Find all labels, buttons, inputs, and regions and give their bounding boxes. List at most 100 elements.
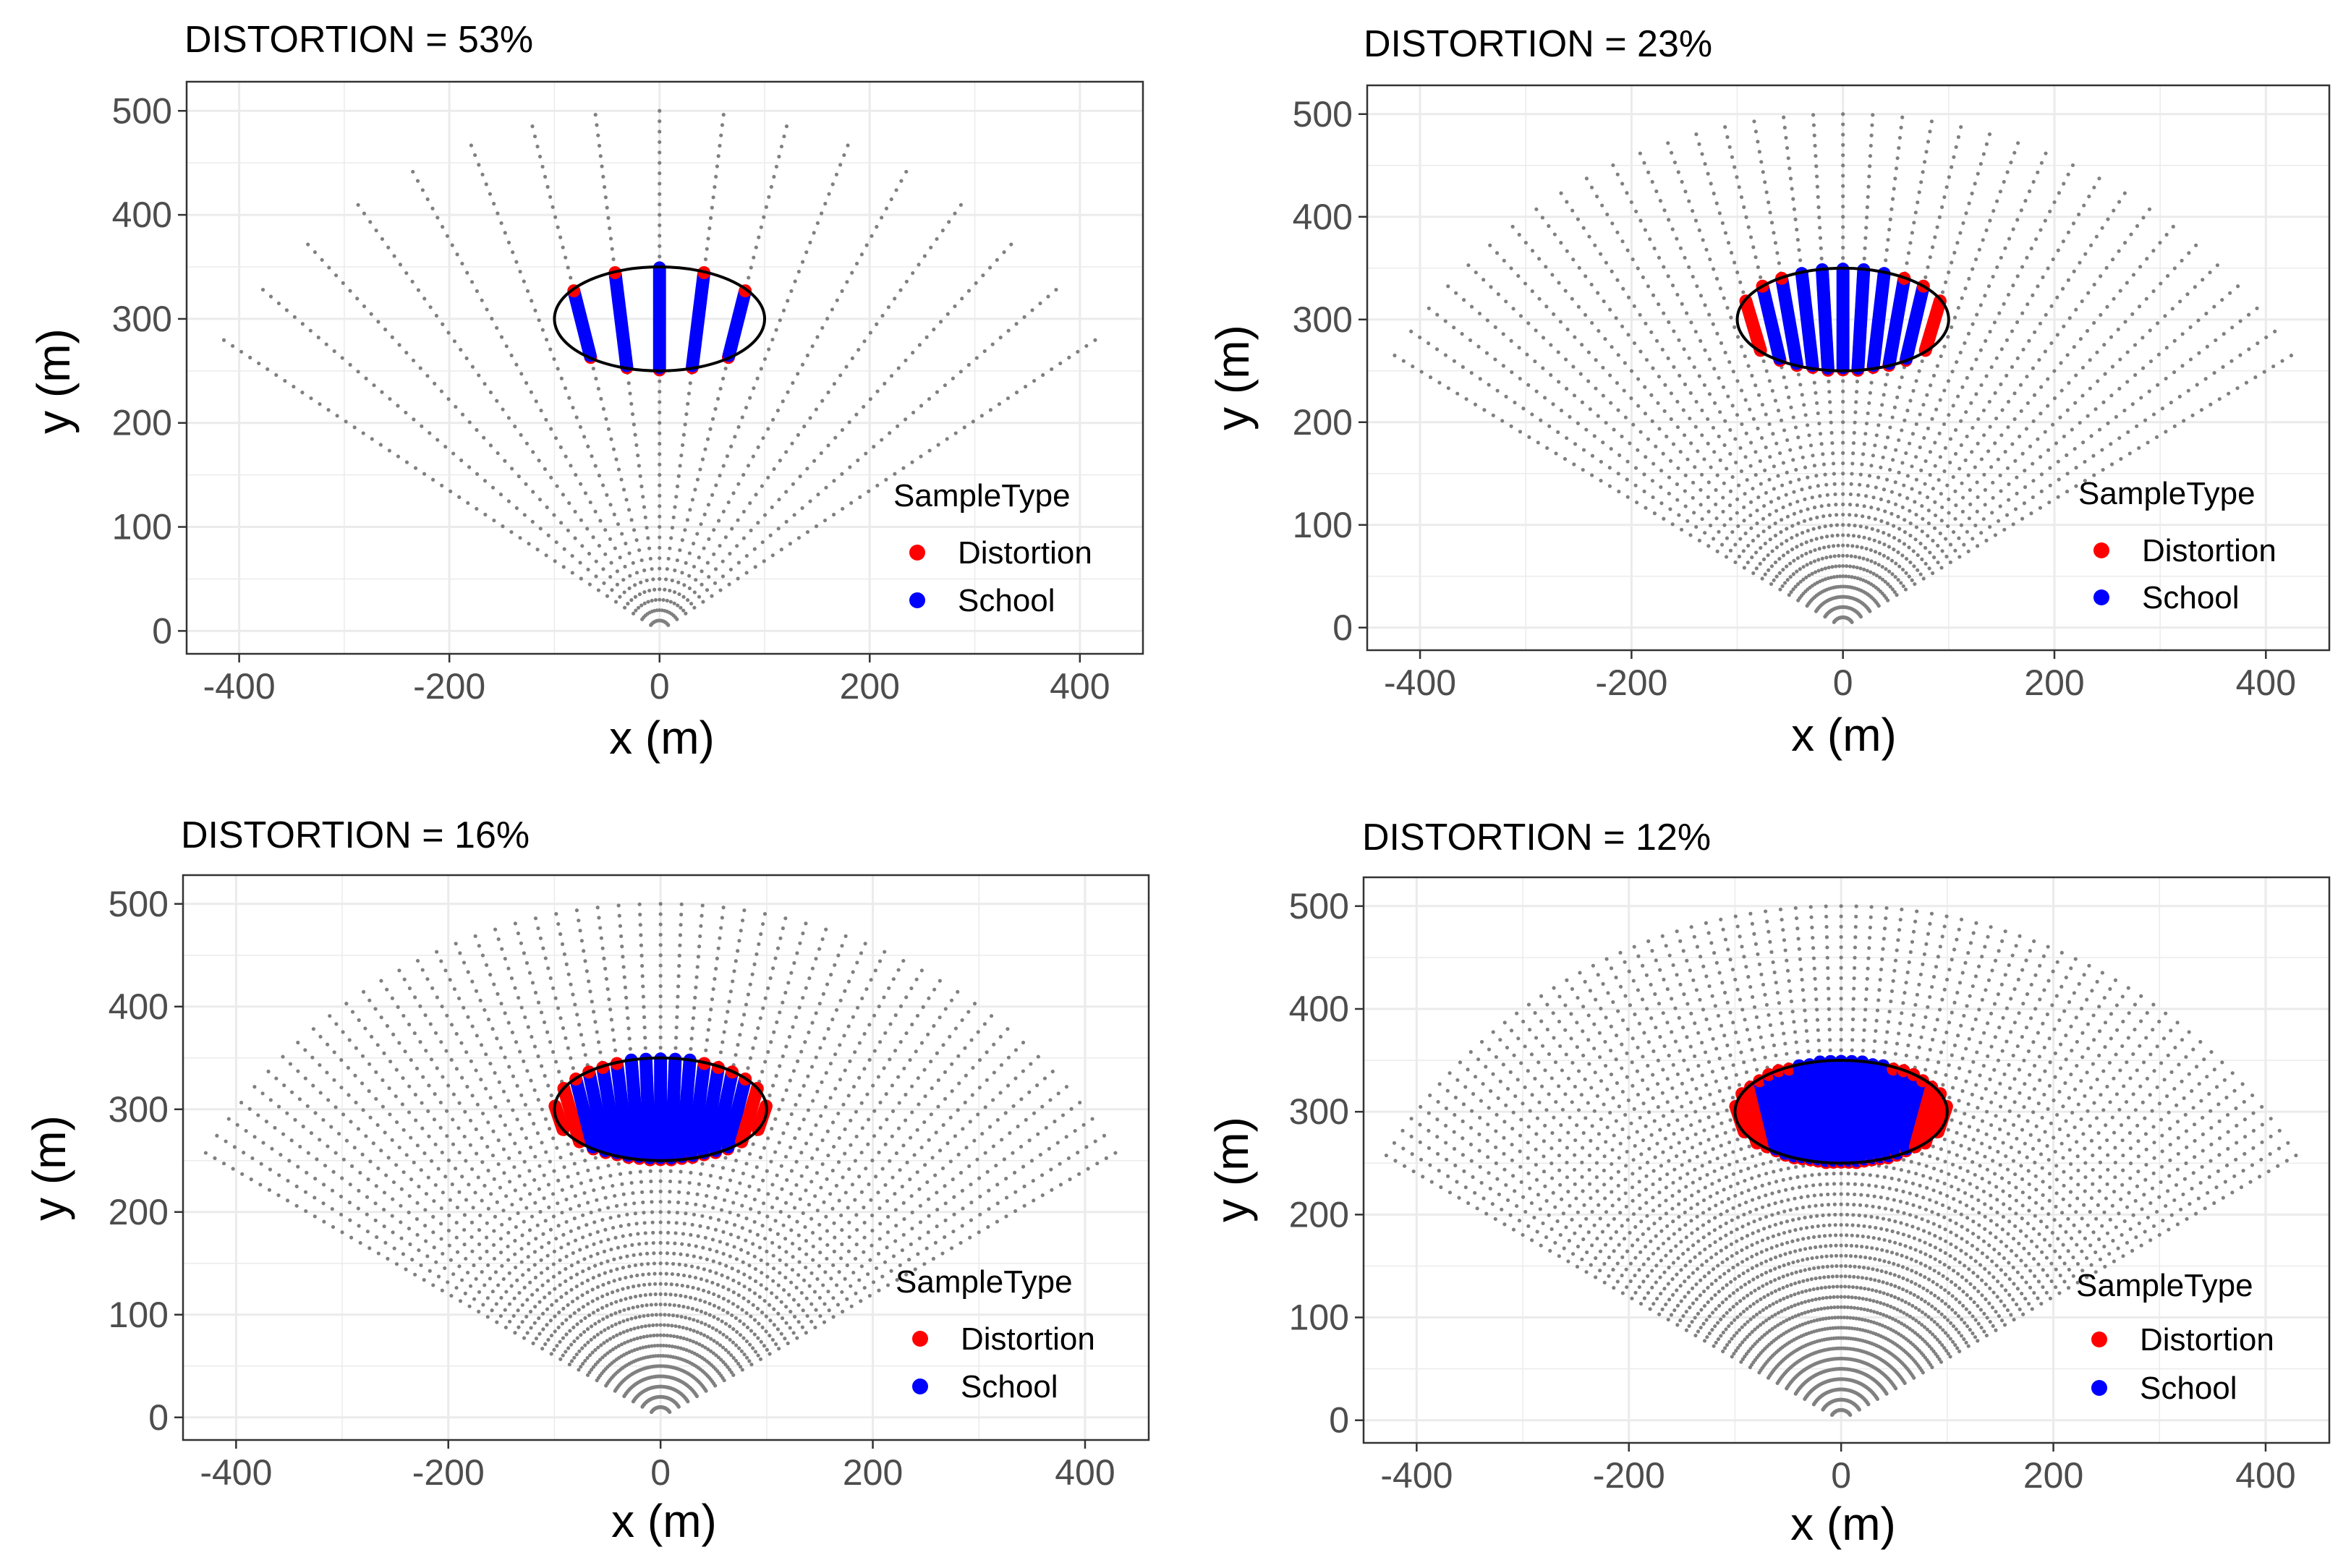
beam-dot [700, 582, 704, 587]
beam-dot [1744, 431, 1748, 435]
beam-dot [2038, 455, 2043, 459]
beam-dot [1984, 338, 1988, 343]
beam-dot [2027, 189, 2032, 194]
beam-dot [1608, 307, 1612, 312]
beam-dot [581, 1235, 585, 1240]
beam-dot [493, 1104, 498, 1109]
beam-dot [666, 1220, 671, 1224]
beam-dot [1812, 506, 1817, 510]
beam-dot [1623, 361, 1627, 365]
beam-dot [1725, 536, 1730, 540]
beam-dot [1733, 542, 1738, 547]
beam-dot [894, 188, 898, 192]
beam-dot [580, 544, 584, 548]
beam-dot [593, 1156, 598, 1160]
beam-dot [2083, 252, 2088, 256]
beam-dot [1536, 440, 1540, 445]
panel-title: DISTORTION = 23% [1364, 23, 1712, 65]
beam-dot [532, 1321, 537, 1325]
beam-dot [720, 376, 726, 381]
beam-dot [741, 509, 746, 514]
beam-dot [2078, 420, 2082, 425]
beam-dot [506, 1099, 511, 1103]
beam-dot [1892, 535, 1897, 540]
beam-dot [744, 571, 749, 575]
beam-dot [1769, 221, 1774, 225]
beam-dot [2097, 427, 2102, 432]
beam-dot [1588, 407, 1592, 412]
beam-dot [556, 1201, 560, 1206]
beam-dot [482, 479, 488, 483]
beam-dot [1830, 440, 1835, 446]
beam-dot [679, 1252, 683, 1256]
beam-dot [786, 299, 790, 303]
beam-dot [578, 561, 582, 565]
beam-dot [2135, 424, 2139, 428]
beam-dot [1641, 275, 1645, 279]
beam-dot [606, 427, 611, 431]
beam-dot [1870, 527, 1874, 531]
beam-dot [1882, 393, 1886, 397]
beam-dot [2244, 380, 2249, 385]
beam-dot [326, 408, 331, 412]
beam-dot [391, 1180, 396, 1185]
beam-dot [1777, 571, 1782, 575]
beam-dot [631, 1305, 635, 1310]
beam-dot [781, 308, 786, 312]
beam-dot [672, 1334, 676, 1339]
beam-dot [1900, 375, 1904, 380]
beam-dot [1951, 474, 1955, 480]
beam-dot [767, 347, 771, 351]
beam-dot [1801, 577, 1806, 581]
beam-dot [524, 482, 528, 486]
beam-dot [1493, 325, 1497, 329]
beam-dot [539, 408, 543, 413]
beam-dot [1654, 444, 1658, 448]
beam-dot [423, 1208, 428, 1212]
beam-dot [547, 1126, 552, 1131]
beam-dot [486, 1168, 490, 1173]
beam-dot [325, 1070, 329, 1075]
beam-dot [1636, 377, 1641, 381]
beam-dot [658, 932, 663, 937]
beam-dot [1608, 373, 1612, 378]
beam-dot [1753, 255, 1758, 260]
beam-dot [729, 444, 734, 448]
beam-dot [896, 424, 900, 428]
beam-dot [1841, 174, 1845, 178]
beam-dot [711, 1259, 715, 1264]
beam-dot [2169, 400, 2173, 405]
beam-dot [486, 1206, 490, 1211]
beam-dot [1551, 402, 1555, 406]
beam-dot [1644, 357, 1649, 362]
beam-dot [646, 600, 650, 604]
beam-dot [1940, 290, 1945, 294]
beam-dot [555, 1146, 559, 1150]
beam-dot [694, 1202, 698, 1206]
beam-dot [1933, 440, 1937, 445]
beam-dot [2187, 251, 2191, 255]
beam-dot [1797, 477, 1801, 482]
beam-dot [1947, 270, 1951, 275]
beam-dot [1714, 516, 1719, 521]
beam-dot [2133, 372, 2138, 378]
beam-dot [753, 1036, 757, 1040]
beam-dot [1914, 477, 1918, 482]
beam-dot [1935, 364, 1939, 368]
beam-dot [2172, 370, 2177, 375]
beam-dot [1908, 441, 1912, 446]
beam-dot [621, 1330, 626, 1334]
beam-dot [513, 425, 517, 429]
beam-dot [1937, 431, 1942, 435]
beam-dot [1976, 544, 1980, 548]
beam-dot [621, 1234, 625, 1238]
beam-dot [519, 1005, 524, 1010]
beam-dot [628, 1047, 632, 1051]
beam-dot [1756, 534, 1761, 538]
beam-dot [2118, 289, 2122, 293]
beam-dot [519, 1127, 524, 1131]
beam-dot [1861, 556, 1866, 561]
beam-dot [545, 184, 550, 189]
beam-dot [2027, 338, 2031, 343]
beam-dot [654, 1303, 658, 1307]
